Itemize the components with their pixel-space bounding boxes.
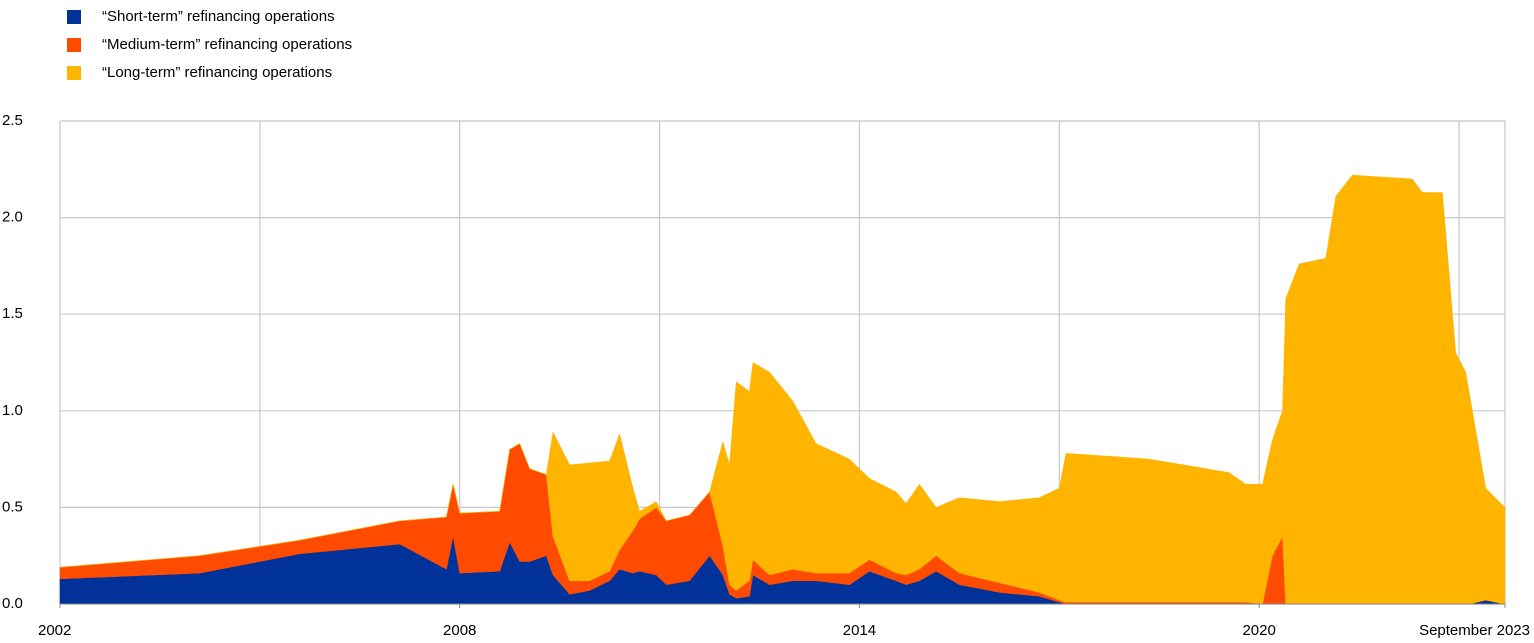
y-tick-label: 2.0	[2, 209, 23, 226]
x-tick-label: 2002	[38, 622, 71, 639]
legend-swatch	[67, 66, 81, 80]
y-tick-label: 1.5	[2, 305, 23, 322]
x-tick-label: 2020	[1242, 622, 1275, 639]
x-tick-label: 2008	[443, 622, 476, 639]
legend-label: “Short-term” refinancing operations	[102, 8, 335, 25]
legend-swatch	[67, 10, 81, 24]
x-tick-label: 2014	[843, 622, 876, 639]
y-tick-label: 1.0	[2, 402, 23, 419]
legend-label: “Medium-term” refinancing operations	[102, 36, 352, 53]
y-tick-label: 0.0	[2, 595, 23, 612]
area	[59, 174, 1506, 605]
x-tick-label: September 2023	[1419, 622, 1530, 639]
y-tick-label: 0.5	[2, 498, 23, 515]
legend-swatch	[67, 38, 81, 52]
y-tick-label: 2.5	[2, 112, 23, 129]
legend-label: “Long-term” refinancing operations	[102, 64, 332, 81]
